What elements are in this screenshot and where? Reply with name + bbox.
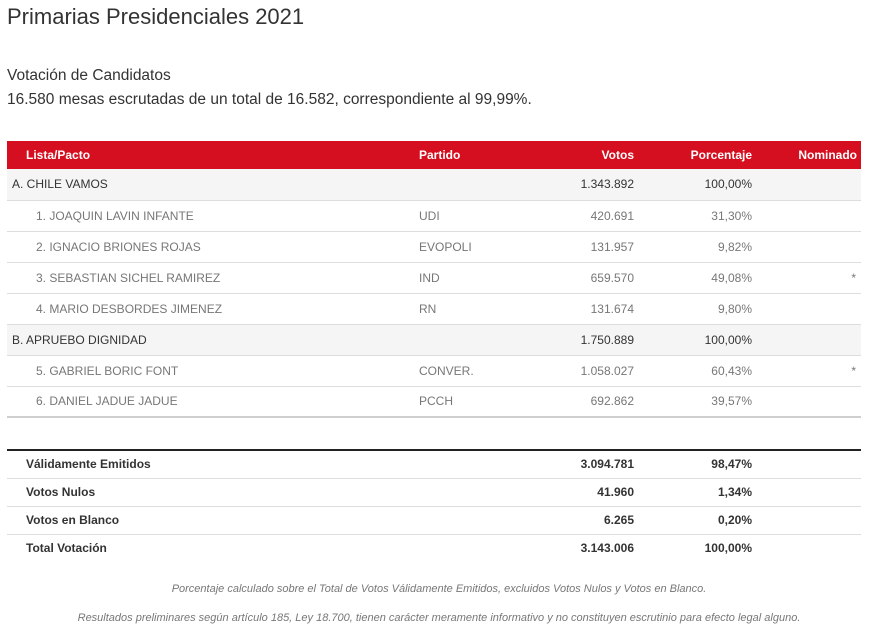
pacto-partido <box>419 169 519 200</box>
header-nominado: Nominado <box>798 148 857 162</box>
candidate-nominado <box>752 231 861 262</box>
candidate-name: 5. GABRIEL BORIC FONT <box>36 363 179 378</box>
candidate-partido: PCCH <box>419 394 454 409</box>
candidate-porcentaje: 9,80% <box>717 301 752 316</box>
totals-porcentaje: 100,00% <box>704 541 752 556</box>
totals-table: Válidamente Emitidos 3.094.781 98,47% Vo… <box>7 449 861 562</box>
pacto-porcentaje: 100,00% <box>704 332 752 347</box>
pacto-nominado <box>752 169 861 200</box>
totals-spacer <box>419 450 519 478</box>
candidate-votos: 1.058.027 <box>580 363 634 378</box>
totals-spacer <box>419 478 519 506</box>
candidate-row: 1. JOAQUIN LAVIN INFANTE UDI 420.691 31,… <box>7 200 861 231</box>
page-title: Primarias Presidenciales 2021 <box>7 4 305 29</box>
candidate-nominado: * <box>851 363 856 378</box>
totals-spacer <box>419 506 519 534</box>
pacto-partido <box>419 324 519 355</box>
pacto-row: A. CHILE VAMOS 1.343.892 100,00% <box>7 169 861 200</box>
candidate-partido: UDI <box>419 208 440 223</box>
header-partido: Partido <box>419 148 461 162</box>
pacto-votos: 1.750.889 <box>580 332 634 347</box>
totals-label: Votos Nulos <box>26 485 96 499</box>
header-porcentaje: Porcentaje <box>690 148 752 162</box>
section-subtitle: Votación de Candidatos <box>7 67 171 84</box>
candidate-porcentaje: 31,30% <box>711 208 752 223</box>
candidate-porcentaje: 9,82% <box>717 239 752 254</box>
candidate-porcentaje: 60,43% <box>711 363 752 378</box>
porcentaje-note: Porcentaje calculado sobre el Total de V… <box>171 583 707 595</box>
candidate-porcentaje: 49,08% <box>711 270 752 285</box>
totals-votos: 6.265 <box>603 513 634 527</box>
candidate-name: 6. DANIEL JADUE JADUE <box>36 394 178 409</box>
totals-spacer <box>752 450 861 478</box>
candidate-name: 4. MARIO DESBORDES JIMENEZ <box>36 301 223 316</box>
pacto-porcentaje: 100,00% <box>704 177 752 192</box>
mesas-escrutadas-text: 16.580 mesas escrutadas de un total de 1… <box>7 91 532 108</box>
results-table: Lista/Pacto Partido Votos Porcentaje Nom… <box>7 141 861 418</box>
totals-votos: 3.143.006 <box>580 541 634 556</box>
candidate-votos: 659.570 <box>590 270 634 285</box>
candidate-votos: 420.691 <box>590 208 634 223</box>
totals-label: Válidamente Emitidos <box>26 457 151 472</box>
totals-row: Votos en Blanco 6.265 0,20% <box>7 506 861 534</box>
totals-row: Total Votación 3.143.006 100,00% <box>7 534 861 562</box>
pacto-votos: 1.343.892 <box>580 177 634 192</box>
candidate-nominado <box>752 200 861 231</box>
pacto-name: B. APRUEBO DIGNIDAD <box>12 332 147 347</box>
results-header-row: Lista/Pacto Partido Votos Porcentaje Nom… <box>7 141 861 169</box>
totals-row: Válidamente Emitidos 3.094.781 98,47% <box>7 450 861 478</box>
candidate-row: 6. DANIEL JADUE JADUE PCCH 692.862 39,57… <box>7 386 861 417</box>
candidate-nominado <box>752 293 861 324</box>
totals-label: Votos en Blanco <box>26 513 120 527</box>
pacto-name: A. CHILE VAMOS <box>12 177 108 192</box>
candidate-name: 3. SEBASTIAN SICHEL RAMIREZ <box>36 270 221 285</box>
totals-spacer <box>752 506 861 534</box>
candidate-nominado <box>752 386 861 417</box>
header-votos: Votos <box>601 148 634 162</box>
candidate-row: 4. MARIO DESBORDES JIMENEZ RN 131.674 9,… <box>7 293 861 324</box>
candidate-porcentaje: 39,57% <box>711 394 752 409</box>
totals-porcentaje: 98,47% <box>711 457 752 472</box>
candidate-partido: IND <box>419 270 440 285</box>
legal-note: Resultados preliminares según artículo 1… <box>77 612 801 624</box>
totals-votos: 41.960 <box>597 485 634 499</box>
candidate-votos: 692.862 <box>590 394 634 409</box>
totals-porcentaje: 1,34% <box>717 485 752 499</box>
candidate-nominado: * <box>851 270 856 285</box>
candidate-row: 2. IGNACIO BRIONES ROJAS EVOPOLI 131.957… <box>7 231 861 262</box>
candidate-row: 5. GABRIEL BORIC FONT CONVER. 1.058.027 … <box>7 355 861 386</box>
totals-row: Votos Nulos 41.960 1,34% <box>7 478 861 506</box>
candidate-row: 3. SEBASTIAN SICHEL RAMIREZ IND 659.570 … <box>7 262 861 293</box>
pacto-nominado <box>752 324 861 355</box>
totals-porcentaje: 0,20% <box>717 513 752 527</box>
candidate-partido: RN <box>419 301 437 316</box>
totals-spacer <box>752 534 861 562</box>
candidate-votos: 131.674 <box>590 301 634 316</box>
totals-spacer <box>419 534 519 562</box>
candidate-partido: EVOPOLI <box>419 239 472 254</box>
pacto-row: B. APRUEBO DIGNIDAD 1.750.889 100,00% <box>7 324 861 355</box>
candidate-votos: 131.957 <box>590 239 634 254</box>
totals-spacer <box>752 478 861 506</box>
candidate-partido: CONVER. <box>419 363 474 378</box>
candidate-name: 2. IGNACIO BRIONES ROJAS <box>36 239 201 254</box>
totals-label: Total Votación <box>26 541 107 556</box>
header-lista-pacto: Lista/Pacto <box>26 148 91 162</box>
candidate-name: 1. JOAQUIN LAVIN INFANTE <box>36 208 194 223</box>
totals-votos: 3.094.781 <box>580 457 634 472</box>
